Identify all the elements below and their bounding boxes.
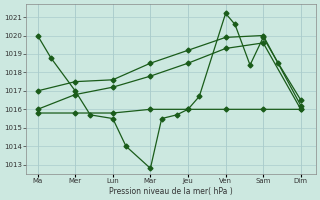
X-axis label: Pression niveau de la mer( hPa ): Pression niveau de la mer( hPa ): [109, 187, 233, 196]
